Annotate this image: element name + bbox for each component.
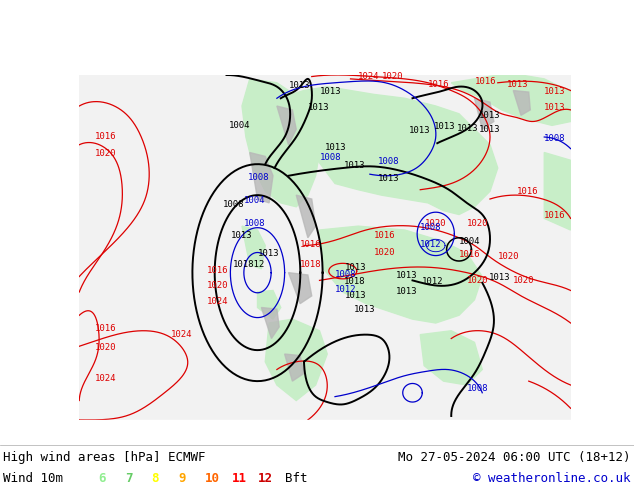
Text: 1013: 1013 (544, 87, 566, 97)
Text: 1013: 1013 (488, 273, 510, 282)
Text: 6: 6 (98, 472, 106, 485)
Text: 1016: 1016 (459, 250, 481, 259)
Text: 1008: 1008 (378, 157, 399, 166)
Polygon shape (277, 106, 296, 145)
Text: Bft: Bft (285, 472, 307, 485)
Polygon shape (265, 319, 327, 400)
Polygon shape (420, 331, 482, 385)
Text: 1020: 1020 (382, 72, 403, 81)
Text: 1004: 1004 (229, 121, 250, 130)
Text: © weatheronline.co.uk: © weatheronline.co.uk (474, 472, 631, 485)
Bar (79, 420, 571, 455)
Text: 12: 12 (258, 472, 273, 485)
Text: High wind areas [hPa] ECMWF: High wind areas [hPa] ECMWF (3, 451, 205, 464)
Polygon shape (320, 226, 482, 323)
Text: 1013: 1013 (479, 111, 501, 121)
Polygon shape (257, 291, 281, 319)
Text: 1016: 1016 (300, 240, 321, 249)
Text: 101812: 101812 (233, 260, 265, 269)
Text: 1020: 1020 (94, 343, 116, 352)
Polygon shape (277, 87, 498, 215)
Text: 1020: 1020 (467, 219, 488, 228)
Text: 1016: 1016 (474, 77, 496, 86)
Text: 1016: 1016 (94, 132, 116, 141)
Text: 1008: 1008 (223, 200, 244, 209)
Text: 1024: 1024 (171, 330, 192, 339)
Text: 1013: 1013 (544, 103, 566, 112)
Text: 1008: 1008 (243, 219, 265, 228)
Polygon shape (261, 308, 279, 339)
Text: 1020: 1020 (94, 149, 116, 158)
Text: 1013: 1013 (345, 291, 366, 300)
Text: 7: 7 (125, 472, 133, 485)
Text: 1016: 1016 (428, 80, 450, 89)
Text: 1013: 1013 (378, 174, 399, 183)
Bar (0, 445, 634, 490)
Text: 1004: 1004 (459, 237, 481, 246)
Text: 1004: 1004 (243, 196, 265, 205)
Text: 1013: 1013 (409, 126, 430, 135)
Text: 1012: 1012 (422, 277, 443, 286)
Text: 11: 11 (231, 472, 247, 485)
Polygon shape (451, 75, 571, 125)
Text: 10: 10 (205, 472, 220, 485)
Text: 1013: 1013 (479, 125, 501, 134)
Text: Mo 27-05-2024 06:00 UTC (18+12): Mo 27-05-2024 06:00 UTC (18+12) (398, 451, 631, 464)
Text: 1012: 1012 (335, 285, 356, 294)
Text: 1020: 1020 (467, 276, 488, 285)
Text: 1016: 1016 (94, 324, 116, 333)
Text: 1024: 1024 (207, 296, 229, 306)
Text: 1013: 1013 (396, 271, 417, 280)
Polygon shape (514, 91, 530, 115)
Text: 1016: 1016 (544, 211, 566, 220)
Text: 1016: 1016 (374, 231, 395, 240)
Text: 1016: 1016 (517, 187, 539, 196)
Text: 1013: 1013 (344, 161, 366, 170)
Text: 1013: 1013 (325, 143, 346, 152)
Text: 1020: 1020 (207, 281, 229, 290)
Text: 1008: 1008 (544, 134, 566, 143)
Text: 1024: 1024 (358, 72, 380, 81)
Polygon shape (285, 354, 304, 381)
Text: 1013: 1013 (507, 80, 529, 89)
Polygon shape (544, 152, 571, 230)
Text: 1013: 1013 (396, 287, 417, 296)
Text: 1013: 1013 (308, 103, 330, 112)
Text: 1008: 1008 (248, 172, 269, 182)
Text: 8: 8 (152, 472, 159, 485)
Text: 1008: 1008 (335, 270, 356, 278)
Polygon shape (250, 152, 273, 203)
Text: 1020: 1020 (374, 248, 395, 257)
Text: 1020: 1020 (498, 252, 519, 262)
Text: 1024: 1024 (94, 374, 116, 383)
Text: 1013: 1013 (320, 87, 341, 97)
Text: 1013: 1013 (230, 231, 252, 240)
Text: 1013: 1013 (434, 122, 455, 131)
Polygon shape (288, 272, 312, 304)
Text: 1020: 1020 (514, 276, 534, 285)
Text: 1013: 1013 (257, 248, 279, 258)
Text: 1018: 1018 (344, 277, 366, 286)
Text: 1020: 1020 (425, 219, 446, 228)
Polygon shape (242, 79, 320, 207)
Text: 1008: 1008 (320, 153, 341, 162)
Text: 1018: 1018 (300, 260, 321, 269)
Text: 1008: 1008 (467, 384, 488, 393)
Polygon shape (242, 226, 265, 269)
Text: 1016: 1016 (207, 266, 229, 274)
Text: 1012: 1012 (420, 240, 442, 249)
Polygon shape (474, 98, 494, 129)
Text: Wind 10m: Wind 10m (3, 472, 63, 485)
Text: 1013: 1013 (456, 124, 478, 133)
Text: 1008: 1008 (420, 223, 442, 232)
Text: 1013: 1013 (354, 305, 375, 314)
Text: 1013: 1013 (345, 263, 366, 272)
Text: 1013: 1013 (289, 81, 311, 90)
Text: 9: 9 (178, 472, 186, 485)
Polygon shape (296, 195, 316, 238)
